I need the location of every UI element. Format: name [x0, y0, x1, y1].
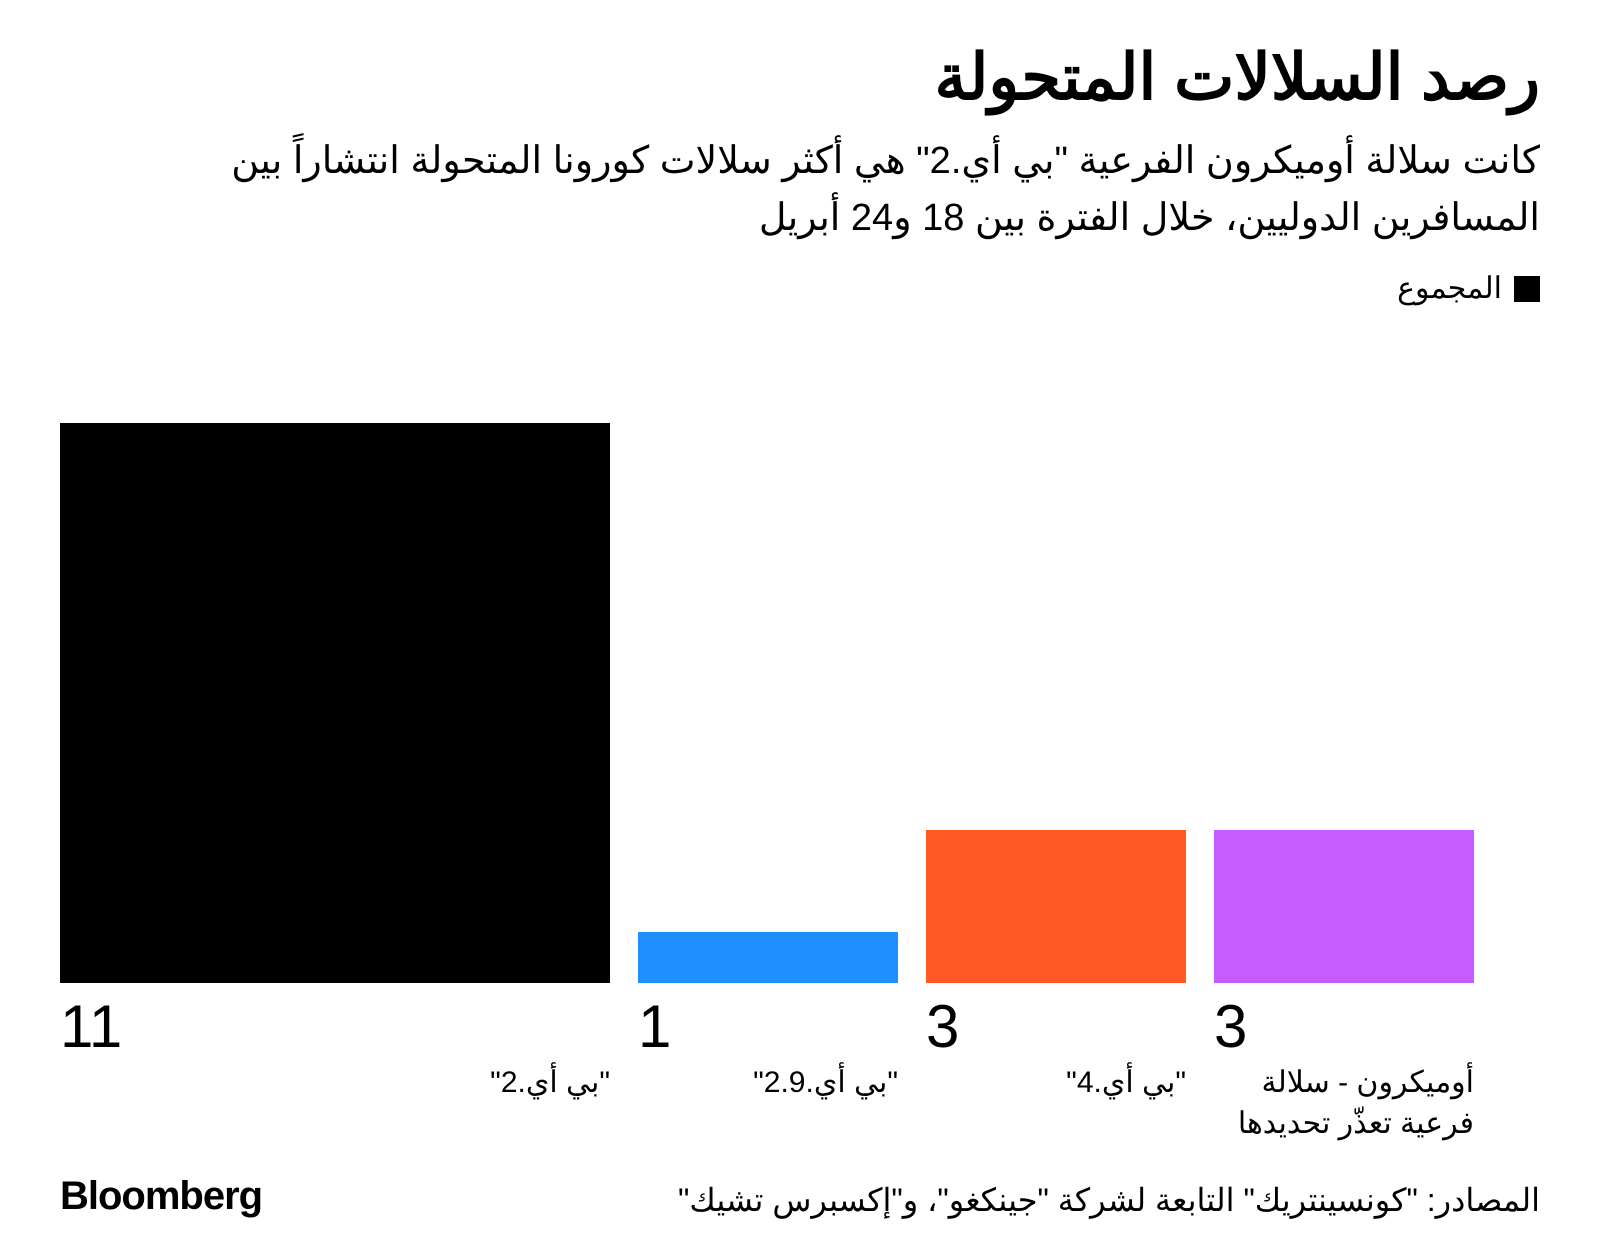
bar-column: [60, 423, 610, 983]
bar: [60, 423, 610, 983]
footer: المصادر: "كونسينتريك" التابعة لشركة "جين…: [60, 1174, 1540, 1219]
labels-row: 11"بي أي.2"1"بي أي.2.9"3"بي أي.4"3أوميكر…: [60, 997, 1540, 1144]
legend-label: المجموع: [1397, 271, 1502, 306]
bar-category: أوميكرون - سلالة فرعية تعذّر تحديدها: [1214, 1063, 1474, 1144]
bar: [926, 830, 1186, 983]
bar-value: 1: [638, 997, 898, 1057]
bar-category: "بي أي.4": [926, 1063, 1186, 1104]
bar-value: 3: [926, 997, 1186, 1057]
bar-label-group: 3أوميكرون - سلالة فرعية تعذّر تحديدها: [1214, 997, 1474, 1144]
brand-logo: Bloomberg: [60, 1174, 262, 1219]
legend-swatch: [1514, 276, 1540, 302]
bar-label-group: 3 "بي أي.4": [926, 997, 1186, 1144]
chart-title: رصد السلالات المتحولة: [60, 40, 1540, 115]
bar-value: 11: [60, 997, 610, 1057]
bar-label-group: 11 "بي أي.2": [60, 997, 610, 1144]
bar-column: [1214, 423, 1474, 983]
source-text: المصادر: "كونسينتريك" التابعة لشركة "جين…: [678, 1181, 1540, 1219]
bar: [638, 932, 898, 983]
bar: [1214, 830, 1474, 983]
bar-value: 3: [1214, 997, 1474, 1057]
chart-subtitle: كانت سلالة أوميكرون الفرعية "بي أي.2" هي…: [60, 133, 1540, 247]
bar-category: "بي أي.2": [60, 1063, 610, 1104]
bars-row: [60, 324, 1540, 983]
chart-container: رصد السلالات المتحولة كانت سلالة أوميكرو…: [0, 0, 1600, 1249]
bar-column: [638, 423, 898, 983]
bar-category: "بي أي.2.9": [638, 1063, 898, 1104]
bar-column: [926, 423, 1186, 983]
chart-area: 11"بي أي.2"1"بي أي.2.9"3"بي أي.4"3أوميكر…: [60, 324, 1540, 1144]
legend: المجموع: [60, 271, 1540, 306]
bar-label-group: 1 "بي أي.2.9": [638, 997, 898, 1144]
